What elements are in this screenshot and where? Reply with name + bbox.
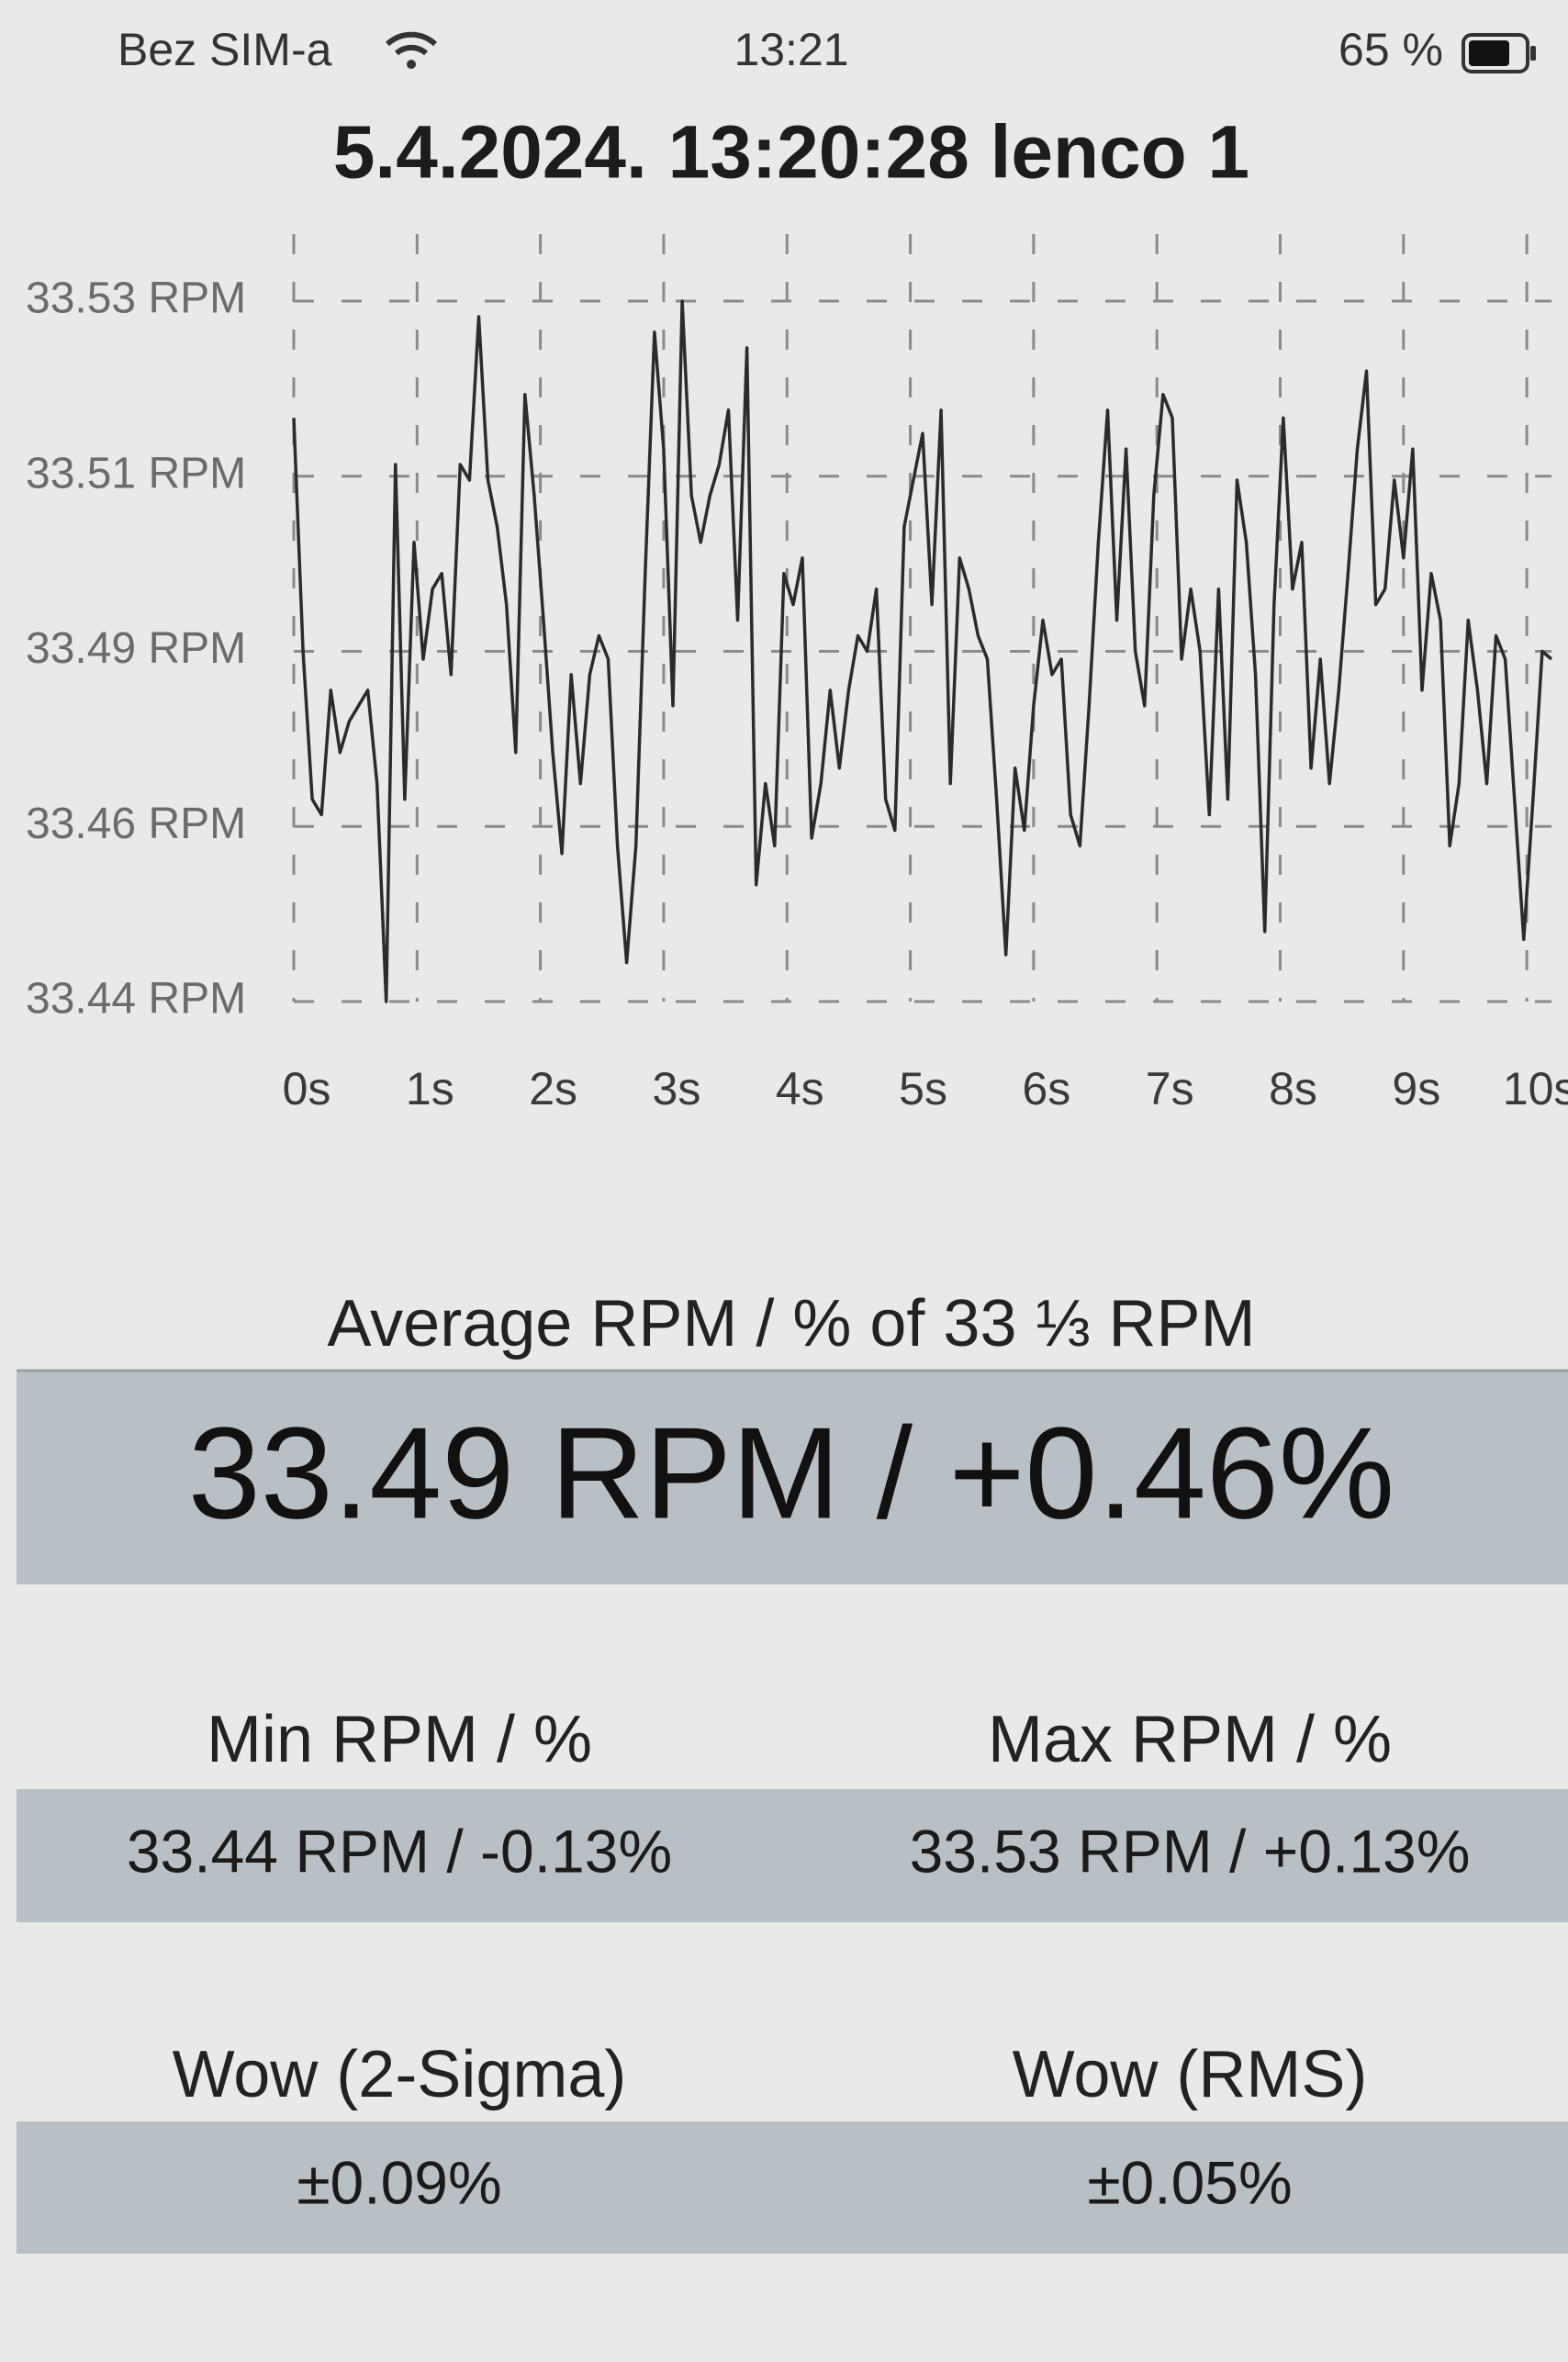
average-label: Average RPM / % of 33 ⅓ RPM bbox=[327, 1287, 1255, 1360]
max-value: 33.53 RPM / +0.13% bbox=[910, 1817, 1471, 1885]
min-value: 33.44 RPM / -0.13% bbox=[127, 1817, 672, 1885]
wow-rms-value: ±0.05% bbox=[1087, 2148, 1292, 2216]
y-tick-label: 33.53 RPM bbox=[26, 274, 246, 323]
chart-title: 5.4.2024. 13:20:28 lenco 1 bbox=[333, 111, 1249, 195]
wow-rms-label: Wow (RMS) bbox=[1013, 2038, 1368, 2111]
x-tick-label: 6s bbox=[1022, 1063, 1070, 1114]
min-label: Min RPM / % bbox=[207, 1703, 592, 1776]
y-tick-label: 33.46 RPM bbox=[26, 800, 246, 848]
battery-icon bbox=[1462, 33, 1536, 73]
y-tick-label: 33.44 RPM bbox=[26, 975, 246, 1024]
y-tick-label: 33.51 RPM bbox=[26, 449, 246, 498]
x-tick-label: 1s bbox=[406, 1063, 454, 1114]
x-tick-label: 2s bbox=[529, 1063, 577, 1114]
x-tick-label: 8s bbox=[1269, 1063, 1317, 1114]
battery-percent: 65 % bbox=[1338, 24, 1443, 75]
x-tick-label: 7s bbox=[1146, 1063, 1194, 1114]
carrier: Bez SIM-a bbox=[118, 24, 332, 75]
x-tick-label: 5s bbox=[899, 1063, 947, 1114]
y-tick-label: 33.49 RPM bbox=[26, 624, 246, 673]
wow-band bbox=[17, 2121, 1568, 2254]
x-tick-label: 9s bbox=[1392, 1063, 1440, 1114]
average-value: 33.49 RPM / +0.46% bbox=[188, 1401, 1394, 1547]
x-tick-label: 0s bbox=[283, 1063, 331, 1114]
max-label: Max RPM / % bbox=[988, 1703, 1392, 1776]
clock: 13:21 bbox=[734, 24, 848, 75]
x-tick-label: 3s bbox=[653, 1063, 701, 1114]
rpm-line bbox=[292, 299, 1553, 1003]
minmax-band bbox=[17, 1789, 1568, 1922]
chart: 33.44 RPM 33.46 RPM 33.49 RPM 33.51 RPM 33.5… bbox=[26, 234, 1568, 1114]
wifi-icon bbox=[385, 31, 438, 69]
average-band bbox=[17, 1371, 1568, 1584]
wow-2sigma-value: ±0.09% bbox=[297, 2148, 501, 2216]
wow-2sigma-label: Wow (2-Sigma) bbox=[173, 2038, 627, 2111]
x-tick-label: 10s bbox=[1503, 1063, 1568, 1114]
x-tick-label: 4s bbox=[776, 1063, 824, 1114]
